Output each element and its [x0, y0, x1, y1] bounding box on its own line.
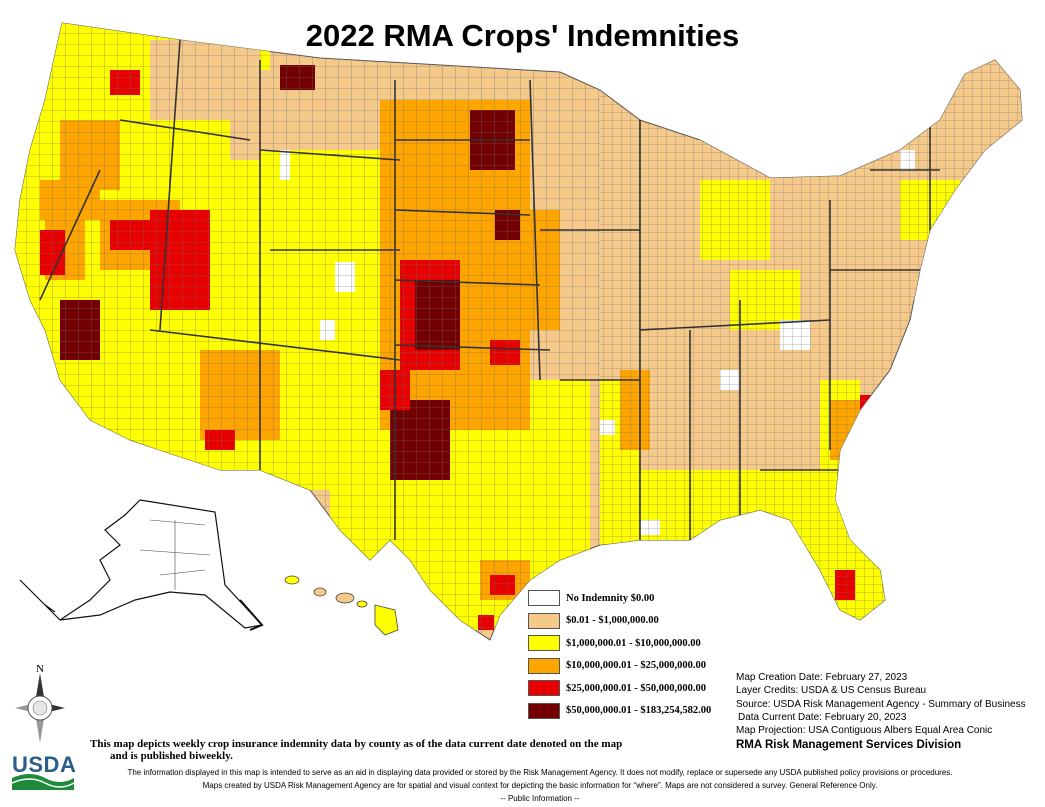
legend-label: No Indemnity $0.00 — [566, 592, 655, 604]
legend-swatch — [528, 657, 560, 674]
division-name: RMA Risk Management Services Division — [736, 739, 962, 752]
legend-swatch — [528, 590, 560, 607]
legend-label: $1,000,000.01 - $10,000,000.00 — [566, 637, 701, 649]
legend-label: $50,000,000.01 - $183,254,582.00 — [566, 705, 712, 717]
layer-credits: Layer Credits: USDA & US Census Bureau — [736, 685, 927, 697]
legend-item: $25,000,000.01 - $50,000,000.00 — [528, 677, 728, 700]
legend-item: $1,000,000.01 - $10,000,000.00 — [528, 632, 728, 655]
data-source: Source: USDA Risk Management Agency - Su… — [736, 698, 1026, 710]
disclaimer-line: Maps created by USDA Risk Management Age… — [202, 781, 878, 790]
map-title: 2022 RMA Crops' Indemnities — [305, 18, 740, 53]
usda-logo-text: USDA — [12, 752, 77, 777]
legend-swatch — [528, 702, 560, 719]
legend-item: $0.01 - $1,000,000.00 — [528, 610, 728, 633]
legend: No Indemnity $0.00 $0.01 - $1,000,000.00… — [528, 587, 728, 722]
description-line: This map depicts weekly crop insurance i… — [90, 738, 623, 750]
map-projection: Map Projection: USA Contiguous Albers Eq… — [736, 725, 993, 737]
legend-item: No Indemnity $0.00 — [528, 587, 728, 610]
legend-label: $25,000,000.01 - $50,000,000.00 — [566, 682, 706, 694]
alaska-inset — [19, 499, 264, 631]
creation-date: Map Creation Date: February 27, 2023 — [736, 672, 908, 683]
legend-label: $0.01 - $1,000,000.00 — [566, 615, 659, 627]
legend-swatch — [528, 612, 560, 629]
legend-swatch — [528, 635, 560, 652]
public-information-note: -- Public Information -- — [500, 794, 580, 803]
data-current-date: Data Current Date: February 20, 2023 — [738, 711, 907, 723]
hawaii-inset — [284, 575, 399, 636]
disclaimer-line: The information displayed in this map is… — [127, 768, 953, 777]
map-description: This map depicts weekly crop insurance i… — [90, 738, 690, 762]
legend-label: $10,000,000.01 - $25,000,000.00 — [566, 660, 706, 672]
usda-logo-icon — [11, 774, 75, 790]
description-line: and is published biweekly. — [110, 750, 233, 762]
legend-swatch — [528, 680, 560, 697]
compass-letter: N — [36, 663, 44, 675]
compass-rose-icon — [15, 673, 65, 743]
map-metadata: Map Creation Date: February 27, 2023 Lay… — [736, 671, 1036, 753]
legend-item: $10,000,000.01 - $25,000,000.00 — [528, 655, 728, 678]
legend-item: $50,000,000.01 - $183,254,582.00 — [528, 700, 728, 723]
